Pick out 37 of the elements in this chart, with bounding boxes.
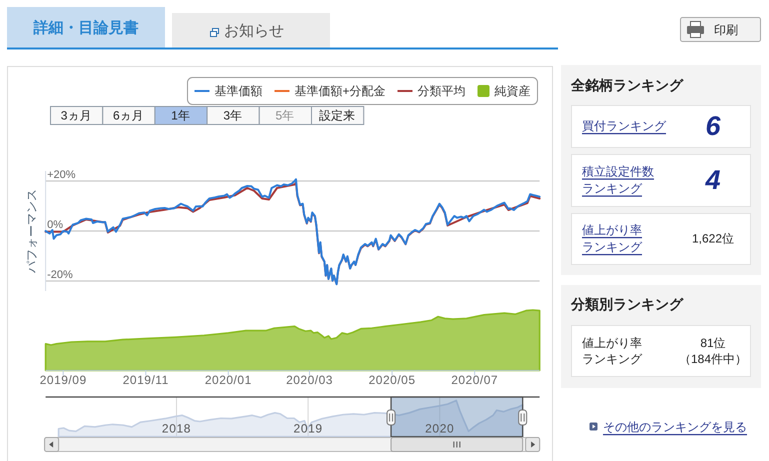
x-tick-label: 2020/05 xyxy=(368,373,416,387)
text: 全銘柄ランキング xyxy=(570,77,684,93)
text: その他のランキングを見る xyxy=(603,420,747,434)
text: 値上がり率ランキング xyxy=(582,336,643,366)
x-tick-label: 2020/01 xyxy=(204,373,252,387)
x-tick-label: 2019/11 xyxy=(122,373,169,387)
text: 値上がり率ランキング xyxy=(582,223,643,254)
y-tick-label: 0% xyxy=(47,219,64,231)
text: 5年 xyxy=(276,108,294,122)
text: 1,622位 xyxy=(692,232,734,246)
text: 印刷 xyxy=(714,23,738,37)
text: 詳細・目論見書 xyxy=(32,20,138,36)
text: 81位（184件中） xyxy=(678,336,748,366)
legend-label: 純資産 xyxy=(494,84,530,98)
text: 4 xyxy=(704,165,721,195)
text: 積立設定件数ランキング xyxy=(582,164,654,196)
legend-label: 分類平均 xyxy=(418,84,466,98)
text: 6ヵ月 xyxy=(112,108,144,122)
text: お知らせ xyxy=(224,22,284,40)
y-axis-title: パフォーマンス xyxy=(24,189,38,274)
text: 6 xyxy=(705,111,722,141)
y-tick-label: -20% xyxy=(47,269,73,281)
x-tick-label: 2020/07 xyxy=(451,373,498,387)
legend-label: 基準価額 xyxy=(214,84,262,98)
y-tick-label: +20% xyxy=(47,169,76,181)
text: 設定来 xyxy=(319,108,356,122)
text: 3ヵ月 xyxy=(60,108,92,122)
x-tick-label: 2019 xyxy=(294,422,323,436)
x-tick-label: 2019/09 xyxy=(40,373,87,387)
text: 買付ランキング xyxy=(582,119,667,133)
text: 1年 xyxy=(171,108,190,122)
legend-label: 基準価額+分配金 xyxy=(294,84,386,98)
text: 分類別ランキング xyxy=(570,296,684,312)
x-tick-label: 2020/03 xyxy=(286,373,333,387)
text: 3年 xyxy=(223,108,242,122)
x-tick-label: 2018 xyxy=(162,422,192,436)
x-tick-label: 2020 xyxy=(425,422,454,436)
